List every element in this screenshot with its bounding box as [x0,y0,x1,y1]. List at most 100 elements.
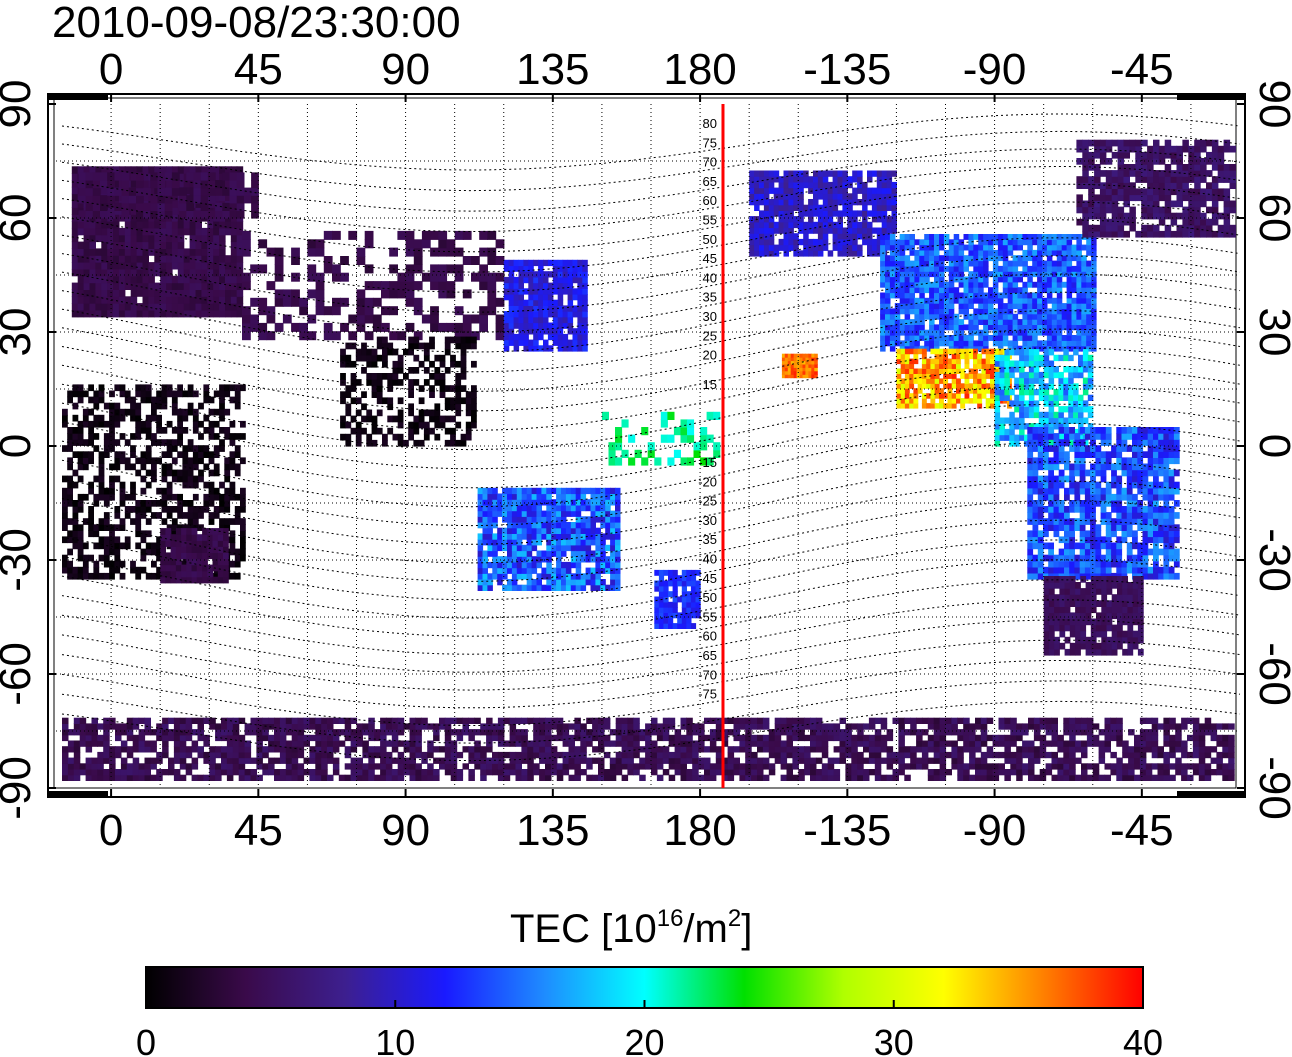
tec-cell [67,481,73,489]
tec-cell [943,292,950,299]
tec-cell [1022,313,1028,320]
tec-cell [382,342,388,350]
tec-cell [1064,518,1070,525]
tec-cell [462,230,472,240]
tec-cell [1033,411,1040,419]
tec-cell [1095,445,1102,452]
tec-cell [1032,345,1038,352]
tec-cell [1069,518,1075,525]
tec-cell [332,230,341,240]
tec-cell [340,348,346,356]
tec-cell [914,329,920,336]
tec-cell [909,398,915,404]
tec-cell [885,329,891,336]
tec-cell [124,396,131,404]
tec-cell [1053,518,1060,525]
tec-cell [759,244,765,251]
tec-cell [201,282,208,290]
tec-cell [1116,451,1123,458]
tec-cell [754,199,760,206]
tec-cell [77,542,84,550]
tec-cell [71,282,79,290]
tec-cell [1009,366,1015,373]
tec-cell [663,617,669,624]
tec-cell [450,397,456,405]
tec-cell [610,516,616,523]
tec-cell [1028,411,1035,419]
tec-cell [768,216,775,223]
tec-cell [536,499,542,506]
tec-cell [1090,506,1096,513]
tec-cell [507,579,513,586]
tec-cell [207,552,214,560]
tec-cell [1105,439,1112,446]
tec-cell [992,292,999,299]
tec-cell [904,324,911,331]
tec-cell [947,388,953,394]
tec-cell [889,271,896,278]
tec-cell [1081,329,1087,336]
tec-cell [997,329,1004,336]
tec-cell [973,319,979,325]
tec-cell [136,248,144,256]
tec-cell [191,552,198,560]
tec-cell [847,210,853,217]
tec-cell [366,439,373,447]
tec-cell [763,221,770,229]
tec-cell [749,176,755,183]
tec-cell [124,390,131,398]
tec-cell [465,433,472,441]
tec-cell [191,576,198,584]
tec-cell [663,607,669,613]
tec-cell [1126,530,1133,538]
tec-cell [580,527,587,534]
tec-cell [668,575,674,582]
tec-cell [1037,260,1043,267]
tec-cell [1079,445,1086,452]
tec-cell [1043,481,1049,489]
tec-cell [562,288,569,295]
tec-cell [575,516,582,523]
tec-cell [547,333,554,341]
tec-cell [600,556,606,563]
tec-cell [177,296,185,304]
tec-cell [1009,349,1015,356]
tec-cell [615,556,621,563]
tec-cell [181,540,187,547]
tec-cell [570,539,577,546]
tec-cell [487,527,493,534]
tec-cell [1038,423,1045,430]
tec-cell [1126,506,1133,513]
tec-cell [119,414,126,422]
tec-cell [1004,389,1010,396]
tec-cell [783,227,789,234]
tec-cell [580,516,587,523]
tec-cell [171,493,178,501]
tec-cell [195,268,202,277]
tec-cell [77,433,84,440]
tec-cell [1014,406,1020,413]
tec-cell [492,573,498,580]
tec-cell [929,345,935,352]
tec-cell [1063,417,1069,424]
tec-cell [229,439,236,446]
tec-cell [1111,548,1117,556]
tec-cell [507,561,513,569]
tec-cell [773,204,780,211]
tec-cell [562,333,569,341]
tec-cell [562,322,569,329]
tec-cell [72,433,79,440]
tec-cell [200,210,209,219]
tec-cell [142,248,149,256]
tec-cell [881,181,888,189]
tec-cell [968,335,974,341]
tec-cell [964,378,970,384]
tec-cell [1042,271,1048,278]
tec-cell [1132,493,1138,501]
tec-cell [921,348,927,355]
tec-cell [107,221,114,229]
tec-cell [418,415,425,423]
tec-cell [783,216,789,223]
tec-cell [600,579,606,586]
